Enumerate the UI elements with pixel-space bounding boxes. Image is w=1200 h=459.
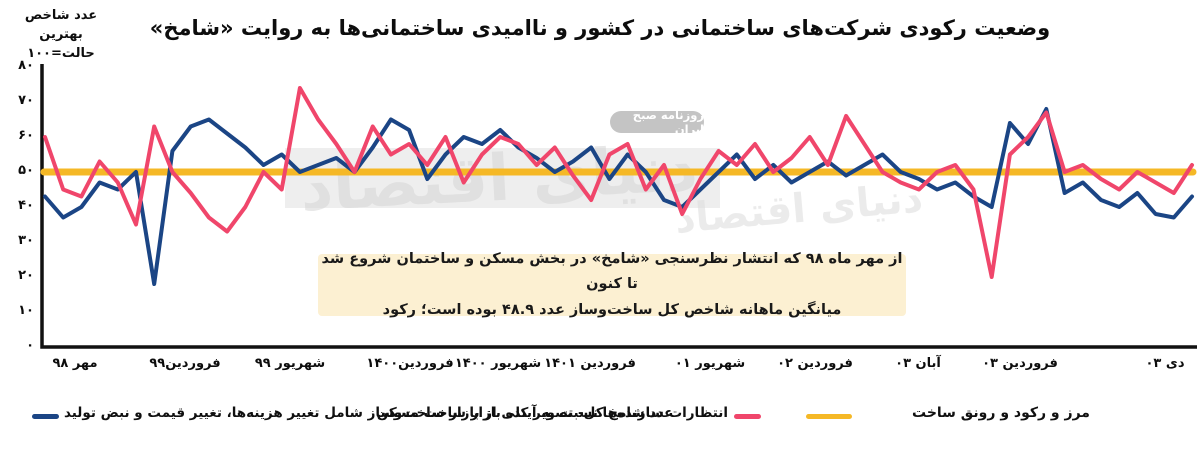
y-tick-label: ۸۰: [18, 58, 34, 73]
x-axis-label: فروردین ۰۳: [982, 356, 1058, 371]
builder-expectations-line: [43, 86, 1194, 279]
y-tick-label: ۱۰: [18, 303, 34, 318]
annotation-box: از مهر ماه ۹۸ که انتشار نظرسنجی «شامخ» د…: [318, 251, 906, 318]
y-tick-label: ۴۰: [18, 198, 34, 213]
y-tick-label: ۷۰: [18, 93, 34, 108]
x-axis-label: شهریور ۱۴۰۰: [454, 356, 542, 371]
x-axis-label: دی ۰۳: [1145, 356, 1185, 371]
x-axis-label: شهریور ۰۱: [674, 356, 746, 371]
shamekh-total-line: [43, 107, 1194, 286]
y-tick-label: ۲۰: [18, 268, 34, 283]
y-tick-label: ۵۰: [18, 163, 34, 178]
legend-swatch-shamekh-total: [32, 414, 59, 419]
legend-label-builder-expectations: انتظارات سازنده‌ها نسبت به آینده بازار س…: [376, 405, 728, 421]
annotation-line1: از مهر ماه ۹۸ که انتشار نظرسنجی «شامخ» د…: [321, 250, 903, 293]
axes: [40, 64, 1197, 349]
y-tick-label: ۶۰: [18, 128, 34, 143]
x-axis-label: آبان ۰۳: [895, 356, 941, 371]
y-axis-title-line2: بهترین حالت=۱۰۰: [27, 26, 95, 61]
x-axis-label: فروردین۱۴۰۰: [366, 356, 454, 371]
annotation-line2: میانگین ماهانه شاخص کل ساخت‌وساز عدد ۴۸.…: [382, 301, 842, 318]
x-axis-label: شهریور ۹۹: [254, 356, 326, 371]
legend-label-shamekh-total: عدد شامخ کل- تصویر کلی از بازار ساخت‌وسا…: [64, 405, 674, 421]
y-axis-title-line1: عدد شاخص: [24, 8, 98, 23]
legend-swatch-builder-expectations: [734, 414, 761, 419]
newspaper-watermark-badge: روزنامه صبح ایران: [610, 108, 704, 136]
x-axis-label: فروردین ۰۲: [777, 356, 853, 371]
legend-label-threshold: مرز و رکود و رونق ساخت: [912, 405, 1090, 421]
y-tick-label: ۳۰: [18, 233, 34, 248]
y-tick-label: ۰: [26, 338, 34, 353]
legend-swatch-threshold: [806, 414, 852, 419]
x-axis-label: مهر ۹۸: [52, 356, 98, 371]
y-axis-title: عدد شاخص بهترین حالت=۱۰۰: [6, 7, 116, 64]
chart-legend: عدد شامخ کل- تصویر کلی از بازار ساخت‌وسا…: [0, 402, 1200, 432]
page-title: وضعیت رکودی شرکت‌های ساختمانی در کشور و …: [149, 16, 1051, 40]
x-axis-label: فروردین۹۹: [149, 356, 221, 371]
x-axis-label: فروردین ۱۴۰۱: [544, 356, 636, 371]
